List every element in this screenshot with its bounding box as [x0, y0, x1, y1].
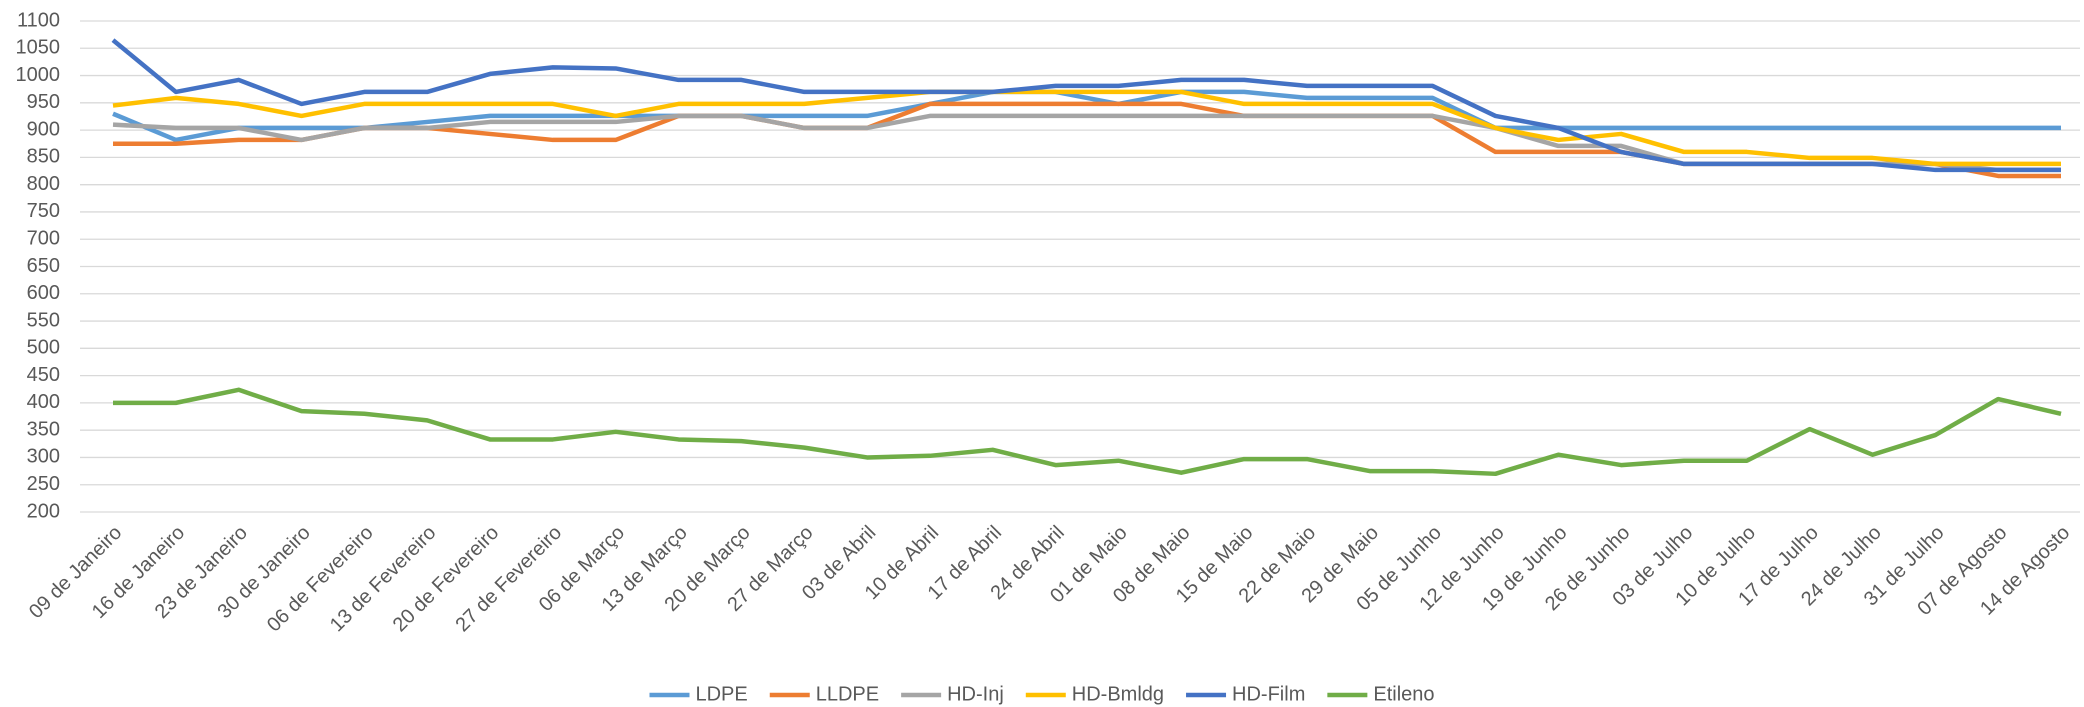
y-tick-label: 300: [27, 446, 60, 468]
y-tick-label: 650: [27, 255, 60, 277]
y-tick-label: 800: [27, 173, 60, 195]
y-tick-label: 200: [27, 500, 60, 522]
y-tick-label: 900: [27, 118, 60, 140]
legend-label: HD-Film: [1232, 683, 1305, 705]
x-tick-label: 06 de Fevereiro: [263, 522, 378, 637]
y-tick-label: 250: [27, 473, 60, 495]
y-tick-label: 600: [27, 282, 60, 304]
y-tick-label: 700: [27, 228, 60, 250]
y-tick-label: 500: [27, 337, 60, 359]
y-tick-label: 1050: [16, 37, 61, 59]
y-tick-label: 1000: [16, 64, 61, 86]
y-tick-label: 750: [27, 200, 60, 222]
y-tick-label: 950: [27, 91, 60, 113]
x-tick-label: 27 de Fevereiro: [452, 522, 567, 637]
legend-label: LDPE: [695, 683, 747, 705]
legend-label: Etileno: [1373, 683, 1434, 705]
y-tick-label: 450: [27, 364, 60, 386]
y-tick-label: 1100: [17, 9, 60, 31]
legend-label: HD-Inj: [947, 683, 1004, 705]
series-line: [113, 387, 2062, 477]
y-tick-label: 350: [27, 418, 60, 440]
y-tick-label: 400: [27, 391, 60, 413]
series-line: [112, 89, 2061, 143]
series-line: [111, 38, 2061, 173]
y-tick-label: 550: [27, 309, 60, 331]
legend-label: LLDPE: [816, 683, 879, 705]
legend-label: HD-Bmldg: [1072, 683, 1164, 705]
series-line: [112, 89, 2061, 167]
x-tick-label: 13 de Fevereiro: [326, 522, 441, 637]
legend: LDPE LLDPE HD-Inj HD-Bmldg HD-Film Etileno: [649, 683, 1435, 705]
y-tick-label: 850: [27, 146, 60, 168]
x-tick-label: 20 de Fevereiro: [389, 522, 504, 637]
